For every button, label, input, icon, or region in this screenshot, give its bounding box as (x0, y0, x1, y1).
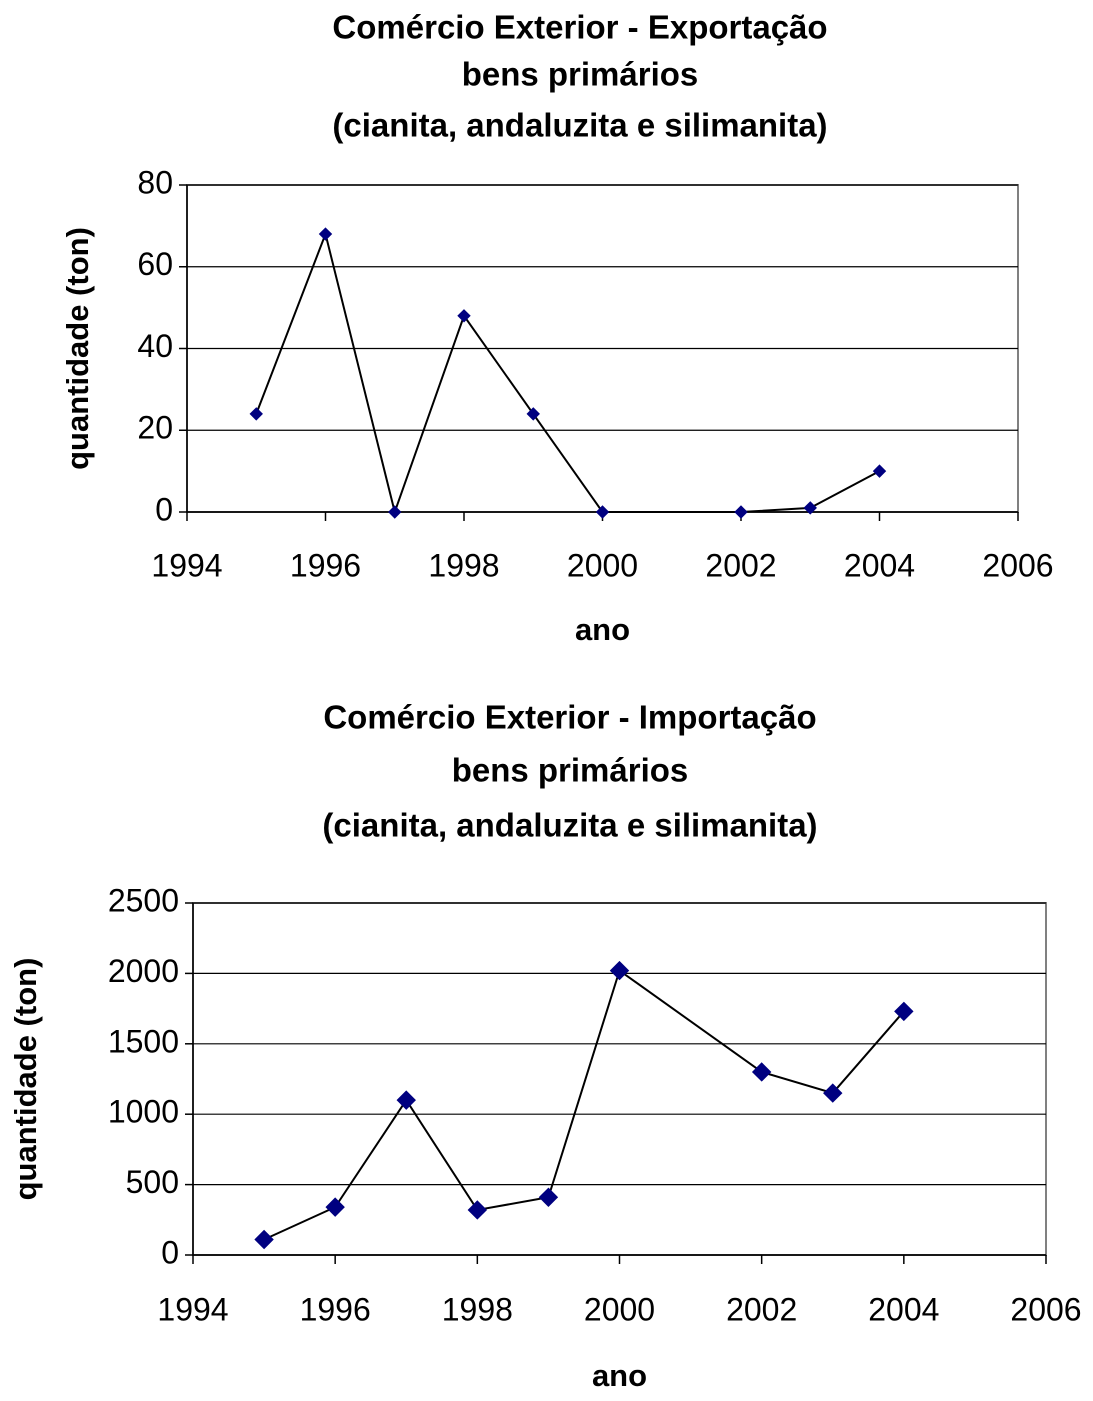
chart-title: Comércio Exterior - Importação (323, 699, 816, 736)
data-point (318, 227, 333, 241)
y-tick-label: 2000 (108, 953, 179, 989)
x-tick-label: 2004 (868, 1291, 939, 1327)
data-point (249, 407, 263, 421)
x-tick-label: 2004 (844, 547, 915, 583)
y-tick-label: 20 (137, 410, 173, 446)
data-point (457, 309, 471, 323)
data-point (526, 407, 540, 421)
data-point (751, 1062, 772, 1082)
x-tick-label: 2002 (726, 1291, 797, 1327)
y-tick-label: 500 (126, 1164, 179, 1200)
y-tick-label: 2500 (108, 882, 179, 918)
data-point (396, 1090, 416, 1110)
y-axis-label: quantidade (ton) (60, 227, 95, 470)
y-tick-label: 80 (137, 164, 173, 200)
chart-title: Comércio Exterior - Exportação (332, 9, 827, 46)
x-tick-label: 1994 (151, 547, 222, 583)
y-tick-label: 0 (161, 1234, 179, 1270)
y-tick-label: 1000 (108, 1094, 179, 1130)
x-axis-label: ano (592, 1358, 647, 1393)
x-tick-label: 2000 (567, 547, 638, 583)
y-tick-label: 1500 (108, 1023, 179, 1059)
x-tick-label: 2006 (982, 547, 1053, 583)
data-point (467, 1200, 488, 1220)
x-tick-label: 2006 (1010, 1291, 1081, 1327)
x-tick-label: 2002 (705, 547, 776, 583)
data-point (538, 1187, 559, 1207)
data-point (595, 505, 610, 519)
data-point (894, 1001, 914, 1022)
chart-title: bens primários (452, 752, 689, 789)
y-tick-label: 40 (137, 328, 173, 364)
data-point (734, 505, 748, 519)
x-tick-label: 1996 (290, 547, 361, 583)
data-point (872, 464, 887, 478)
data-line (255, 230, 880, 516)
data-point (388, 505, 402, 519)
chart-title: (cianita, andaluzita e silimanita) (332, 107, 827, 144)
data-point (803, 501, 817, 515)
chart-title: bens primários (462, 56, 699, 93)
x-tick-label: 1998 (428, 547, 499, 583)
x-tick-label: 1994 (157, 1291, 228, 1327)
x-tick-label: 1996 (300, 1291, 371, 1327)
data-point (823, 1083, 843, 1103)
y-axis-label: quantidade (ton) (8, 958, 43, 1201)
data-point (325, 1197, 345, 1217)
data-point (609, 960, 630, 981)
y-tick-label: 60 (137, 246, 173, 282)
chart-title: (cianita, andaluzita e silimanita) (322, 807, 817, 844)
y-tick-label: 0 (155, 491, 173, 527)
x-tick-label: 2000 (584, 1291, 655, 1327)
data-line (263, 968, 905, 1241)
data-point (254, 1229, 274, 1250)
x-tick-label: 1998 (442, 1291, 513, 1327)
plot-frame (192, 902, 1047, 1256)
x-axis-label: ano (575, 612, 630, 647)
